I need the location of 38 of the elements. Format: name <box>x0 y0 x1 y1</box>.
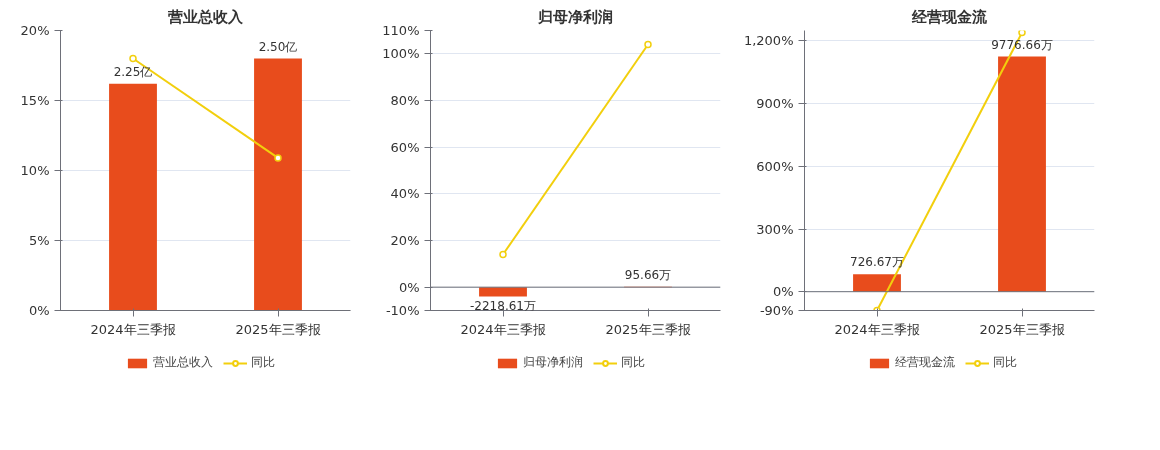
y-tick-label: 900% <box>756 96 794 112</box>
x-tick-label: 2024年三季报 <box>460 321 546 337</box>
y-tick-label: 1,200% <box>743 33 794 49</box>
y-tick-label: 0% <box>398 279 420 295</box>
legend-label: 经营现金流 <box>895 354 955 371</box>
chart-title: 经营现金流 <box>911 7 988 26</box>
y-tick-label: 10% <box>20 163 50 178</box>
legend-label: 同比 <box>621 354 645 371</box>
y-tick-label: 600% <box>756 158 794 174</box>
x-tick-label: 2024年三季报 <box>90 321 176 337</box>
y-tick-label: 0% <box>28 303 50 318</box>
y-tick-label: 40% <box>390 186 420 202</box>
y-tick-label: 0% <box>772 284 794 300</box>
data-label: 95.66万 <box>624 267 672 282</box>
chart-title: 归母净利润 <box>537 7 613 26</box>
data-label: 2.50亿 <box>258 39 298 54</box>
chart-title: 营业总收入 <box>167 7 244 26</box>
data-label: -2218.61万 <box>470 298 536 313</box>
legend-label: 同比 <box>993 354 1017 371</box>
y-tick-label: 110% <box>382 23 420 38</box>
y-tick-label: 20% <box>20 23 50 38</box>
legend-label: 营业总收入 <box>153 354 213 371</box>
y-tick-label: 15% <box>20 93 50 108</box>
y-tick-label: 60% <box>390 139 420 155</box>
x-tick-label: 2025年三季报 <box>979 321 1065 337</box>
legend-label: 归母净利润 <box>523 354 583 371</box>
y-tick-label: 20% <box>390 233 420 248</box>
y-tick-label: 80% <box>390 93 420 108</box>
x-tick-label: 2024年三季报 <box>834 321 920 337</box>
y-tick-label: -10% <box>385 303 420 318</box>
y-tick-label: 100% <box>382 46 420 62</box>
y-tick-label: 300% <box>756 221 794 237</box>
legend-label: 同比 <box>251 354 275 371</box>
y-tick-label: -90% <box>759 303 794 318</box>
x-tick-label: 2025年三季报 <box>235 321 321 337</box>
y-tick-label: 5% <box>28 233 50 248</box>
data-label: 2.25亿 <box>113 64 153 79</box>
x-tick-label: 2025年三季报 <box>605 321 691 337</box>
